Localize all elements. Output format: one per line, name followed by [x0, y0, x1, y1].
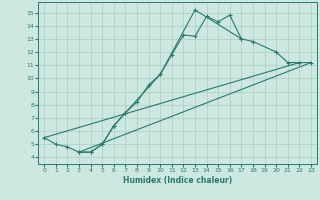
X-axis label: Humidex (Indice chaleur): Humidex (Indice chaleur) — [123, 176, 232, 185]
